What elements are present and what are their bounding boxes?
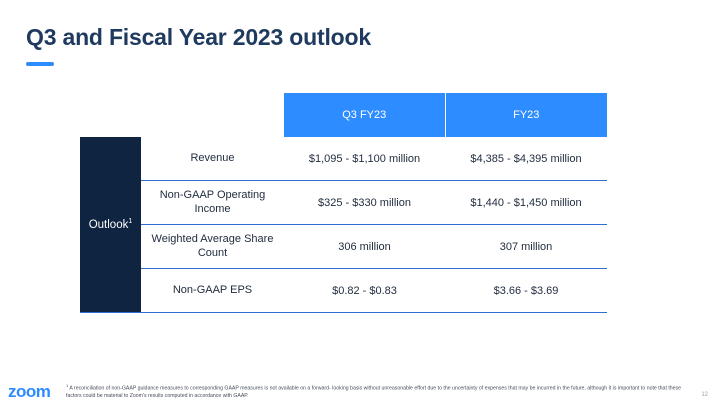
table-row: Non-GAAP Operating Income $325 - $330 mi…: [80, 180, 607, 225]
zoom-logo: zoom: [8, 382, 51, 401]
q3-value-cell: $1,095 - $1,100 million: [284, 137, 445, 181]
footnote-marker: 1: [128, 218, 133, 226]
footnote-text: A reconciliation of non-GAAP guidance me…: [66, 385, 682, 400]
header-blank: [141, 93, 284, 137]
q3-value-cell: $0.82 - $0.83: [284, 268, 445, 313]
outlook-table: Q3 FY23 FY23 Outlook1 Revenue $1,095 - $…: [80, 93, 607, 313]
metric-cell: Revenue: [141, 137, 284, 181]
metric-cell: Non-GAAP EPS: [141, 268, 284, 313]
table-row: Weighted Average Share Count 306 million…: [80, 224, 607, 269]
metric-cell: Weighted Average Share Count: [141, 224, 284, 269]
column-header-q3: Q3 FY23: [284, 93, 445, 137]
page-title: Q3 and Fiscal Year 2023 outlook: [26, 24, 371, 50]
column-header-fy: FY23: [444, 93, 607, 137]
fy-value-cell: $1,440 - $1,450 million: [445, 180, 607, 225]
fy-value-cell: $3.66 - $3.69: [445, 268, 607, 313]
footnote: 1 A reconciliation of non-GAAP guidance …: [66, 383, 686, 401]
q3-value-cell: $325 - $330 million: [284, 180, 445, 225]
page-number: 12: [701, 392, 708, 398]
table-row: Outlook1 Revenue $1,095 - $1,100 million…: [80, 137, 607, 313]
table-header-row: Q3 FY23 FY23: [80, 93, 607, 137]
header-blank: [80, 93, 141, 137]
title-accent-bar: [26, 62, 54, 66]
outlook-side-label: Outlook1: [80, 137, 141, 313]
table-row: Non-GAAP EPS $0.82 - $0.83 $3.66 - $3.69: [80, 268, 607, 313]
q3-value-cell: 306 million: [284, 224, 445, 269]
fy-value-cell: 307 million: [445, 224, 607, 269]
outlook-label-text: Outlook: [88, 218, 129, 231]
fy-value-cell: $4,385 - $4,395 million: [445, 137, 607, 181]
metric-cell: Non-GAAP Operating Income: [141, 180, 284, 225]
footnote-number: 1: [66, 383, 69, 388]
